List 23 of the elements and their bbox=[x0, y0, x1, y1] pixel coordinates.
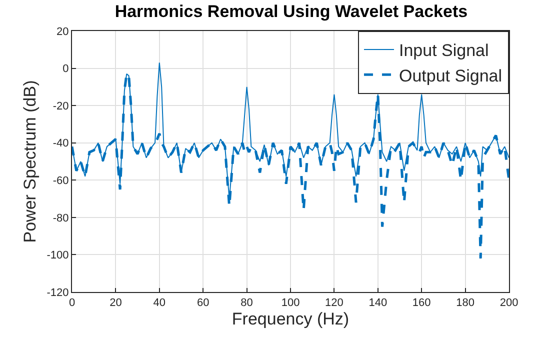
legend-label: Input Signal bbox=[399, 41, 489, 60]
y-tick-label: -100 bbox=[46, 250, 69, 262]
y-tick-label: -80 bbox=[52, 212, 69, 224]
x-tick-label: 80 bbox=[240, 297, 253, 310]
x-tick-label: 20 bbox=[110, 297, 122, 310]
x-tick-label: 160 bbox=[412, 297, 431, 310]
y-tick-label: -120 bbox=[46, 286, 69, 299]
y-tick-label: 20 bbox=[56, 26, 69, 38]
x-tick-label: 200 bbox=[500, 297, 518, 310]
x-tick-label: 40 bbox=[153, 297, 166, 310]
y-tick-label: -20 bbox=[52, 100, 69, 112]
chart-title: Harmonics Removal Using Wavelet Packets bbox=[114, 2, 468, 21]
y-tick-label: -40 bbox=[52, 138, 69, 150]
legend-label: Output Signal bbox=[399, 66, 502, 86]
x-tick-label: 140 bbox=[368, 297, 388, 310]
y-axis-title: Power Spectrum (dB) bbox=[20, 80, 40, 243]
x-axis-title: Frequency (Hz) bbox=[232, 310, 350, 329]
x-tick-label: 100 bbox=[281, 297, 300, 310]
y-tick-label: -60 bbox=[52, 174, 69, 187]
x-tick-label: 120 bbox=[325, 297, 344, 310]
x-tick-label: 60 bbox=[196, 297, 210, 310]
x-tick-label: 180 bbox=[456, 297, 474, 310]
y-tick-label: 0 bbox=[62, 63, 69, 76]
